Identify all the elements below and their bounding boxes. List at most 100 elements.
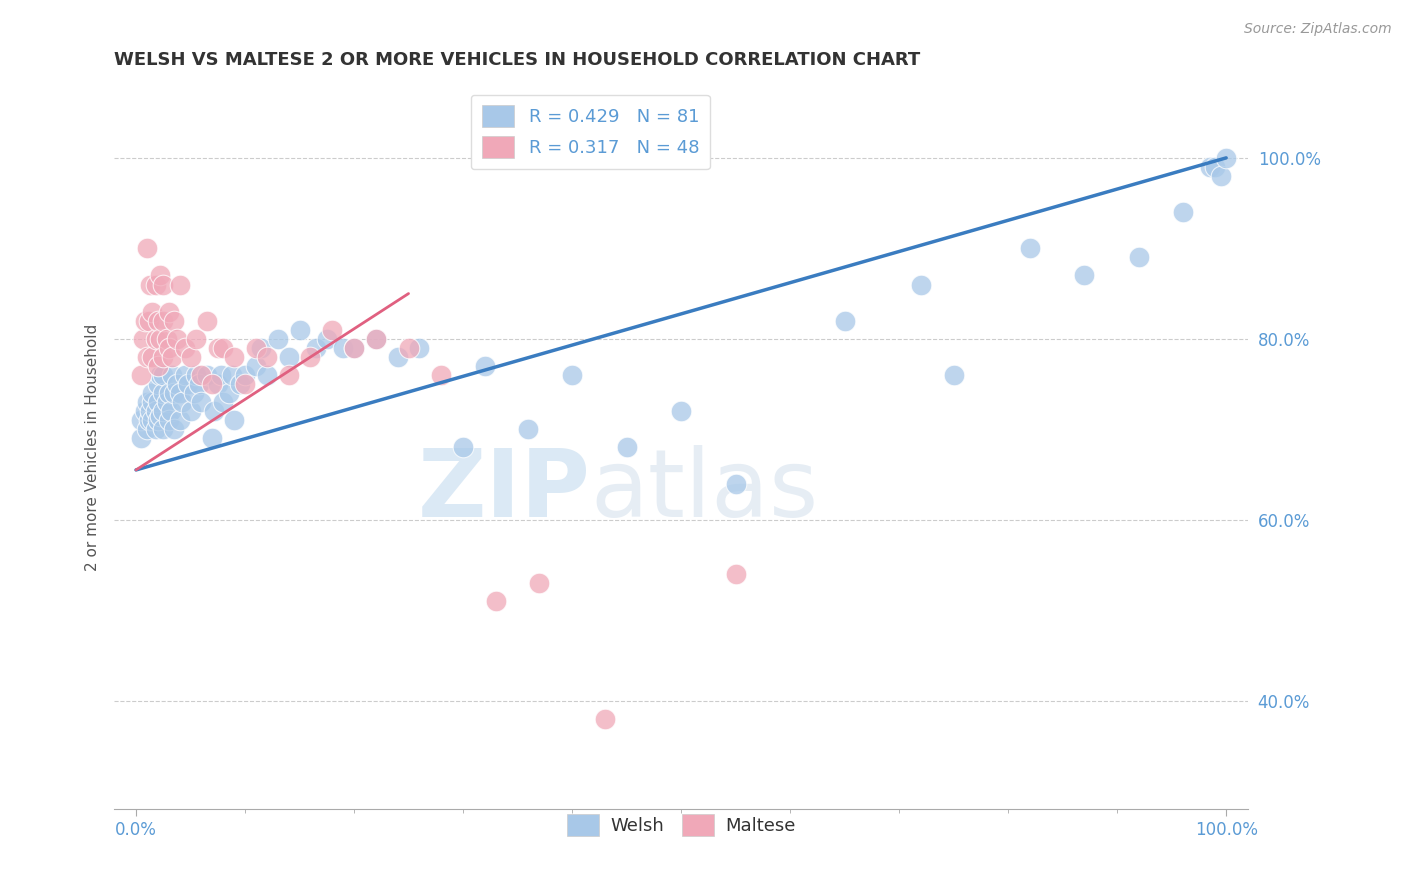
Point bbox=[398, 341, 420, 355]
Point bbox=[183, 386, 205, 401]
Point bbox=[256, 350, 278, 364]
Point bbox=[160, 368, 183, 382]
Point bbox=[1019, 241, 1042, 255]
Point bbox=[277, 368, 299, 382]
Point bbox=[204, 404, 226, 418]
Point bbox=[451, 440, 474, 454]
Point bbox=[174, 341, 197, 355]
Point bbox=[138, 314, 160, 328]
Point bbox=[149, 332, 172, 346]
Point bbox=[146, 413, 169, 427]
Point bbox=[343, 341, 366, 355]
Point bbox=[157, 413, 180, 427]
Point bbox=[387, 350, 409, 364]
Point bbox=[184, 332, 207, 346]
Point bbox=[131, 413, 153, 427]
Point bbox=[139, 404, 162, 418]
Point bbox=[201, 377, 224, 392]
Point bbox=[474, 359, 496, 373]
Point bbox=[228, 377, 250, 392]
Point bbox=[910, 277, 932, 292]
Point bbox=[131, 332, 153, 346]
Point bbox=[1204, 160, 1226, 174]
Point bbox=[170, 395, 193, 409]
Point bbox=[724, 566, 747, 581]
Point bbox=[1209, 169, 1232, 183]
Point bbox=[138, 413, 160, 427]
Point bbox=[152, 314, 174, 328]
Point bbox=[169, 277, 191, 292]
Point bbox=[616, 440, 638, 454]
Point bbox=[1171, 205, 1194, 219]
Point bbox=[195, 368, 218, 382]
Point bbox=[256, 368, 278, 382]
Point bbox=[141, 304, 163, 318]
Point bbox=[195, 314, 218, 328]
Point bbox=[364, 332, 387, 346]
Point bbox=[233, 377, 256, 392]
Point bbox=[152, 368, 174, 382]
Point bbox=[152, 404, 174, 418]
Text: atlas: atlas bbox=[591, 445, 818, 537]
Point bbox=[221, 368, 243, 382]
Point bbox=[517, 422, 540, 436]
Point bbox=[305, 341, 328, 355]
Point bbox=[169, 386, 191, 401]
Point bbox=[212, 395, 235, 409]
Point bbox=[561, 368, 583, 382]
Point bbox=[131, 368, 153, 382]
Point bbox=[157, 386, 180, 401]
Text: WELSH VS MALTESE 2 OR MORE VEHICLES IN HOUSEHOLD CORRELATION CHART: WELSH VS MALTESE 2 OR MORE VEHICLES IN H… bbox=[114, 51, 921, 69]
Point bbox=[485, 594, 508, 608]
Point bbox=[152, 277, 174, 292]
Point bbox=[146, 359, 169, 373]
Text: ZIP: ZIP bbox=[418, 445, 591, 537]
Point bbox=[233, 368, 256, 382]
Point bbox=[190, 368, 212, 382]
Point bbox=[145, 332, 167, 346]
Point bbox=[315, 332, 337, 346]
Point bbox=[163, 386, 186, 401]
Point bbox=[267, 332, 290, 346]
Point bbox=[155, 395, 177, 409]
Point bbox=[174, 368, 197, 382]
Point bbox=[364, 332, 387, 346]
Point bbox=[188, 377, 211, 392]
Point bbox=[224, 413, 246, 427]
Point bbox=[1128, 251, 1150, 265]
Point bbox=[224, 350, 246, 364]
Point bbox=[166, 332, 188, 346]
Point bbox=[163, 314, 186, 328]
Point bbox=[149, 409, 172, 423]
Point bbox=[1073, 268, 1095, 283]
Point bbox=[157, 304, 180, 318]
Point bbox=[145, 422, 167, 436]
Point bbox=[299, 350, 322, 364]
Point bbox=[177, 377, 200, 392]
Point bbox=[152, 350, 174, 364]
Point bbox=[135, 395, 157, 409]
Point bbox=[834, 314, 856, 328]
Point bbox=[135, 350, 157, 364]
Point bbox=[160, 404, 183, 418]
Point bbox=[146, 314, 169, 328]
Point bbox=[160, 350, 183, 364]
Point bbox=[145, 277, 167, 292]
Point bbox=[529, 576, 551, 591]
Point bbox=[245, 359, 267, 373]
Point bbox=[155, 332, 177, 346]
Point bbox=[190, 395, 212, 409]
Point bbox=[149, 268, 172, 283]
Point bbox=[207, 377, 229, 392]
Point bbox=[288, 323, 311, 337]
Point bbox=[157, 341, 180, 355]
Point bbox=[250, 341, 273, 355]
Point bbox=[669, 404, 692, 418]
Point bbox=[146, 377, 169, 392]
Point bbox=[1215, 151, 1237, 165]
Point bbox=[212, 341, 235, 355]
Point bbox=[169, 413, 191, 427]
Point bbox=[135, 422, 157, 436]
Point bbox=[277, 350, 299, 364]
Point bbox=[135, 241, 157, 255]
